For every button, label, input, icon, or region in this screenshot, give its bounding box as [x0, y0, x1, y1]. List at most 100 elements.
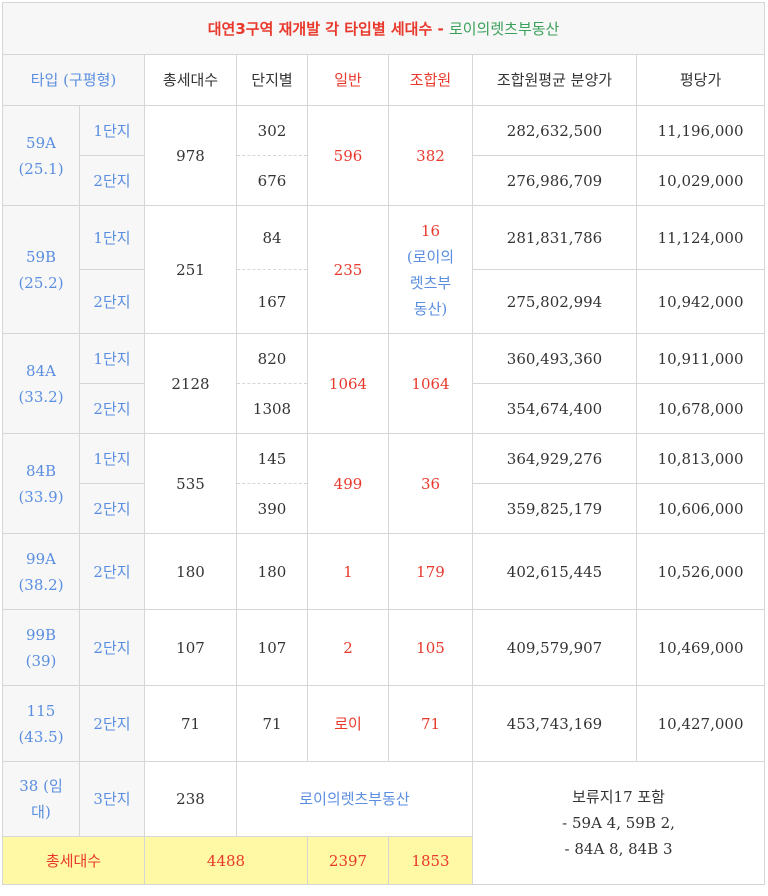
count-cell: 167 [236, 269, 308, 334]
note-line: - 59A 4, 59B 2, [562, 814, 675, 832]
header-danji: 단지별 [236, 54, 308, 106]
total-cell: 238 [144, 761, 237, 837]
table-row: 99A (38.2) 2단지 180 180 1 179 402,615,445… [2, 533, 766, 610]
member-note-line: 동산) [413, 299, 448, 318]
note-cell: 보류지17 포함 - 59A 4, 59B 2, - 84A 8, 84B 3 [471, 761, 766, 885]
type-pyeong: (43.5) [18, 727, 64, 746]
member-cell: 71 [388, 685, 473, 762]
header-member: 조합원 [388, 54, 473, 106]
table-row: 115 (43.5) 2단지 71 71 로이 71 453,743,169 1… [2, 685, 766, 762]
header-total: 총세대수 [144, 54, 237, 106]
general-cell: 1 [307, 533, 389, 610]
danji-label: 1단지 [79, 205, 145, 270]
type-label-cont: 대) [31, 803, 51, 821]
type-label: 99A [26, 549, 56, 568]
type-label: 115 [26, 701, 56, 720]
header-general: 일반 [307, 54, 389, 106]
general-cell: 1064 [307, 333, 389, 434]
note-line: - 84A 8, 84B 3 [564, 840, 673, 858]
type-cell: 99A (38.2) [2, 533, 80, 610]
general-cell: 로이 [307, 685, 389, 762]
total-cell: 978 [144, 105, 237, 206]
count-cell: 145 [236, 433, 308, 484]
general-cell: 499 [307, 433, 389, 534]
per-cell: 10,526,000 [635, 533, 766, 610]
danji-label: 2단지 [79, 685, 145, 762]
per-cell: 10,606,000 [635, 483, 766, 534]
member-cell: 105 [388, 609, 473, 686]
totals-label: 총세대수 [2, 836, 145, 885]
danji-label: 1단지 [79, 333, 145, 384]
per-cell: 11,196,000 [635, 105, 766, 156]
price-cell: 359,825,179 [472, 483, 637, 534]
member-cell: 382 [388, 105, 473, 206]
count-cell: 676 [236, 155, 308, 206]
type-label: 59B [25, 247, 57, 266]
count-cell: 1308 [236, 383, 308, 434]
member-cell: 16 (로이의 렛츠부 동산) [388, 205, 473, 334]
price-cell: 453,743,169 [472, 685, 637, 762]
price-cell: 275,802,994 [472, 269, 637, 334]
per-cell: 10,942,000 [635, 269, 766, 334]
price-cell: 282,632,500 [472, 105, 637, 156]
price-cell: 281,831,786 [472, 205, 637, 270]
type-cell: 59A (25.1) [2, 105, 80, 206]
count-cell: 390 [236, 483, 308, 534]
per-cell: 11,124,000 [635, 205, 766, 270]
table-row: 2단지 390 359,825,179 10,606,000 [3, 483, 766, 534]
general-cell: 596 [307, 105, 389, 206]
title-main: 대연3구역 재개발 각 타입별 세대수 [207, 19, 433, 38]
type-label: 38 (임 [19, 777, 63, 795]
table-row: 38 (임 대) 3단지 238 로이의렛츠부동산 보류지17 포함 - 59A… [2, 761, 766, 885]
member-note-line: 렛츠부 [409, 273, 452, 292]
header-avg-price: 조합원평균 분양가 [472, 54, 637, 106]
member-cell: 36 [388, 433, 473, 534]
table-row: 2단지 167 275,802,994 10,942,000 [3, 269, 766, 334]
totals-total: 4488 [144, 836, 308, 885]
danji-label: 1단지 [79, 105, 145, 156]
per-cell: 10,469,000 [635, 609, 766, 686]
type-pyeong: (25.2) [18, 273, 64, 292]
price-cell: 409,579,907 [472, 609, 637, 686]
general-cell: 2 [307, 609, 389, 686]
type-label: 84A [26, 361, 56, 380]
table-row: 2단지 1308 354,674,400 10,678,000 [3, 383, 766, 434]
count-cell: 107 [236, 609, 308, 686]
total-cell: 2128 [144, 333, 237, 434]
header-per-pyeong: 평당가 [635, 54, 766, 106]
type-label: 59A [26, 133, 56, 152]
price-cell: 364,929,276 [472, 433, 637, 484]
general-cell: 235 [307, 205, 389, 334]
danji-label: 3단지 [79, 761, 145, 837]
per-cell: 10,427,000 [635, 685, 766, 762]
totals-row: 총세대수 4488 2397 1853 [2, 836, 765, 885]
table-row: 84A (33.2) 1단지 2128 820 1064 1064 360,49… [2, 333, 766, 434]
type-cell: 84A (33.2) [2, 333, 80, 434]
danji-label: 2단지 [79, 155, 145, 206]
per-cell: 10,813,000 [635, 433, 766, 484]
per-cell: 10,029,000 [635, 155, 766, 206]
total-cell: 251 [144, 205, 237, 334]
member-cell: 1064 [388, 333, 473, 434]
member-cell: 179 [388, 533, 473, 610]
danji-label: 1단지 [79, 433, 145, 484]
title-sub: 로이의렛츠부동산 [448, 19, 560, 38]
type-pyeong: (33.2) [18, 387, 64, 406]
member-value: 16 [420, 221, 441, 240]
totals-member: 1853 [388, 836, 473, 885]
price-cell: 360,493,360 [472, 333, 637, 384]
type-cell: 115 (43.5) [2, 685, 80, 762]
type-pyeong: (38.2) [18, 575, 64, 594]
price-cell: 402,615,445 [472, 533, 637, 610]
header-type: 타입 (구평형) [2, 54, 145, 106]
brand-cell: 로이의렛츠부동산 [236, 761, 473, 837]
danji-label: 2단지 [79, 533, 145, 610]
table-row: 84B (33.9) 1단지 535 145 499 36 364,929,27… [2, 433, 766, 534]
price-cell: 276,986,709 [472, 155, 637, 206]
count-cell: 84 [236, 205, 308, 270]
type-cell: 38 (임 대) [2, 761, 80, 837]
table-title: 대연3구역 재개발 각 타입별 세대수 - 로이의렛츠부동산 [1, 2, 766, 55]
title-separator: - [432, 19, 449, 38]
